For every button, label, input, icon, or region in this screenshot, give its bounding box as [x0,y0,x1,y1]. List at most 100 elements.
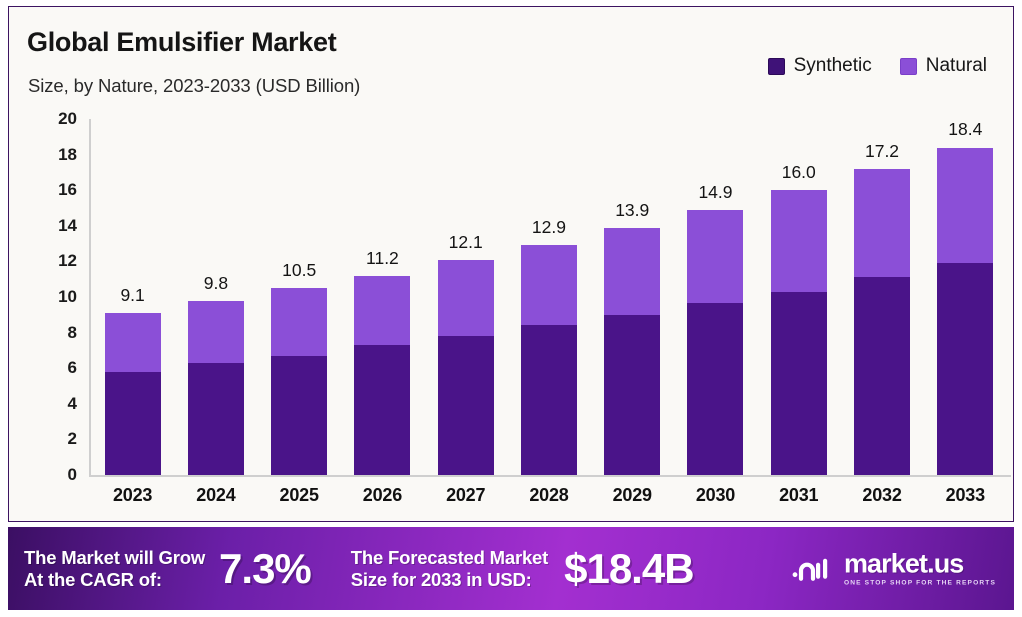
bar-segment-synthetic[interactable] [937,263,994,475]
bar-stack[interactable] [104,313,161,475]
cagr-block: The Market will Grow At the CAGR of: 7.3… [24,527,312,610]
forecast-block: The Forecasted Market Size for 2033 in U… [350,527,695,610]
bar-stack[interactable] [604,227,661,475]
forecast-caption-line1: The Forecasted Market [350,547,549,569]
bar-segment-natural[interactable] [770,190,827,292]
bar-value-label: 14.9 [698,181,733,202]
forecast-caption-line2: Size for 2033 in USD: [350,568,532,590]
y-axis-tick-label: 6 [67,358,77,378]
y-axis-tick-label: 4 [67,393,77,413]
legend-label-natural: Natural [925,55,987,76]
y-axis-tick-label: 20 [58,109,77,128]
bar-segment-synthetic[interactable] [437,336,494,475]
page-title: Global Emulsifier Market [27,27,337,57]
y-axis-tick-label: 10 [58,287,77,306]
y-axis-tick-label: 14 [58,215,77,235]
bar-stack[interactable] [354,275,411,475]
bar-stack[interactable] [187,300,244,475]
bar-segment-synthetic[interactable] [104,371,161,475]
bar-group[interactable]: 13.9 [604,119,661,475]
bar-stack[interactable] [437,259,494,475]
bar-value-label: 12.1 [448,231,483,252]
bar-stack[interactable] [937,147,994,475]
bar-segment-natural[interactable] [354,275,411,346]
bar-segment-natural[interactable] [687,209,744,304]
bar-segment-synthetic[interactable] [520,325,577,475]
bar-stack[interactable] [271,288,328,475]
bar-segment-synthetic[interactable] [770,291,827,475]
bar-value-label: 17.2 [864,140,900,161]
market-us-logo[interactable]: market.us ONE STOP SHOP FOR THE REPORTS [791,550,996,587]
y-axis-tick-label: 12 [58,251,77,271]
bar-value-label: 9.8 [203,272,229,293]
bar-value-label: 12.9 [531,217,566,238]
x-axis-tick-label: 2033 [945,485,985,505]
bar-group[interactable]: 12.9 [520,119,577,475]
cagr-value: 7.3% [219,544,312,592]
bar-segment-natural[interactable] [271,288,328,356]
bar-group[interactable]: 12.1 [437,119,494,475]
bar-segment-synthetic[interactable] [354,345,411,475]
bar-stack[interactable] [770,190,827,475]
chart-subtitle: Size, by Nature, 2023-2033 (USD Billion) [28,75,361,96]
bar-segment-synthetic[interactable] [854,277,911,475]
x-axis: 2023 2024 2025 2026 2027 2028 2029 2030 2031 2032… [91,485,1007,506]
x-axis-tick-label: 2029 [612,485,652,505]
bar-segment-natural[interactable] [854,168,911,278]
x-axis-tick-label: 2024 [196,485,236,505]
bar-segment-synthetic[interactable] [604,314,661,475]
legend-swatch-icon-synthetic [767,57,785,75]
bar-group[interactable]: 16.0 [770,119,827,475]
y-axis-tick-label: 8 [67,322,77,342]
bar-series-container: 9.1 9.8 10.5 11.2 12.1 12.9 13.9 14.9 16.0 17.2 18… [91,119,1007,475]
bar-group[interactable]: 14.9 [687,119,744,475]
bottom-banner: The Market will Grow At the CAGR of: 7.3… [8,527,1014,610]
bar-segment-natural[interactable] [104,313,161,372]
bar-value-label: 9.1 [120,285,145,306]
bar-segment-synthetic[interactable] [687,303,744,475]
bar-segment-natural[interactable] [520,245,577,326]
x-axis-tick-label: 2032 [862,485,902,505]
y-axis-line [89,119,91,476]
cagr-caption: The Market will Grow At the CAGR of: [24,547,205,590]
bar-stack[interactable] [687,209,744,475]
y-axis-tick-label: 16 [58,180,77,200]
bar-value-label: 13.9 [615,199,650,220]
bar-group[interactable]: 17.2 [854,119,911,475]
bar-segment-synthetic[interactable] [187,362,244,475]
market-us-logo-icon [792,558,828,581]
bar-segment-natural[interactable] [187,300,244,363]
bar-stack[interactable] [854,168,911,475]
legend-swatch-icon-natural [899,57,917,75]
bar-segment-natural[interactable] [437,259,494,337]
bar-segment-natural[interactable] [937,147,994,264]
bar-group[interactable]: 9.8 [187,119,244,475]
market-us-logo-text: market.us ONE STOP SHOP FOR THE REPORTS [844,550,996,587]
y-axis-tick-label: 0 [67,465,77,484]
bar-group[interactable]: 11.2 [354,119,411,475]
y-axis-tick-label: 18 [58,144,77,164]
bar-value-label: 10.5 [282,260,317,281]
bar-group[interactable]: 18.4 [937,119,994,475]
plot-area: 0 2 4 6 8 10 12 14 16 18 20 9.1 9.8 10.5 11.2 12.1 12.9… [9,7,1015,523]
chart-panel: Global Emulsifier Market Size, by Nature… [8,6,1014,522]
bar-segment-synthetic[interactable] [271,355,328,475]
bar-stack[interactable] [520,245,577,475]
bar-group[interactable]: 10.5 [271,119,328,475]
legend-item-natural[interactable]: Natural [899,55,987,77]
y-axis: 0 2 4 6 8 10 12 14 16 18 20 [33,109,77,484]
chart-legend: Synthetic Natural [767,55,987,77]
cagr-caption-line2: At the CAGR of: [24,568,162,590]
bar-value-label: 18.4 [948,119,983,140]
logo-wordmark: market.us [843,548,964,579]
x-axis-tick-label: 2028 [529,485,569,505]
x-axis-tick-label: 2031 [779,485,819,505]
legend-item-synthetic[interactable]: Synthetic [767,55,872,77]
logo-tagline: ONE STOP SHOP FOR THE REPORTS [843,579,996,587]
x-axis-tick-label: 2023 [113,485,153,505]
bar-segment-natural[interactable] [604,227,661,315]
bar-value-label: 16.0 [781,162,816,183]
bar-group[interactable]: 9.1 [104,119,161,475]
cagr-caption-line1: The Market will Grow [24,547,206,569]
